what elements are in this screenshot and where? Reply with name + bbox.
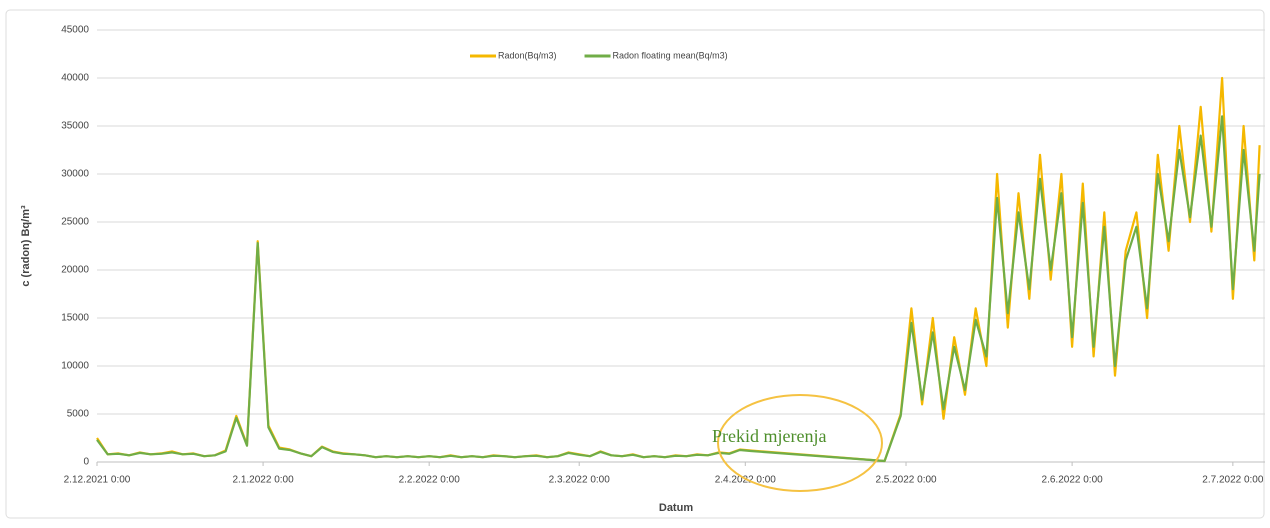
x-tick-label: 2.7.2022 0:00	[1202, 475, 1264, 486]
x-tick-label: 2.5.2022 0:00	[875, 475, 937, 486]
annotation-ellipse	[717, 394, 883, 492]
y-tick-label: 20000	[61, 265, 89, 276]
x-tick-label: 2.12.2021 0:00	[64, 475, 131, 486]
y-tick-label: 5000	[67, 409, 90, 420]
legend: Radon(Bq/m3) Radon floating mean(Bq/m3)	[470, 50, 728, 60]
y-tick-label: 15000	[61, 313, 89, 324]
x-axis-label: Datum	[659, 502, 693, 514]
annotation: Prekid mjerenja	[712, 426, 826, 446]
x-tick-label: 2.3.2022 0:00	[549, 475, 611, 486]
legend-label: Radon floating mean(Bq/m3)	[613, 50, 728, 60]
x-tick-label: 2.4.2022 0:00	[715, 475, 777, 486]
chart-frame	[5, 9, 1265, 519]
x-tick-label: 2.2.2022 0:00	[399, 475, 461, 486]
y-tick-label: 35000	[61, 121, 89, 132]
y-tick-label: 40000	[61, 73, 89, 84]
y-axis-label: c (radon) Bq/m³	[20, 205, 32, 287]
y-tick-label: 0	[83, 457, 89, 468]
y-tick-label: 45000	[61, 25, 89, 36]
y-tick-label: 25000	[61, 217, 89, 228]
series-line	[96, 115, 1261, 463]
y-tick-label: 10000	[61, 361, 89, 372]
legend-label: Radon(Bq/m3)	[498, 50, 557, 60]
x-tick-label: 2.1.2022 0:00	[233, 475, 295, 486]
y-tick-label: 30000	[61, 169, 89, 180]
x-tick-label: 2.6.2022 0:00	[1042, 475, 1104, 486]
